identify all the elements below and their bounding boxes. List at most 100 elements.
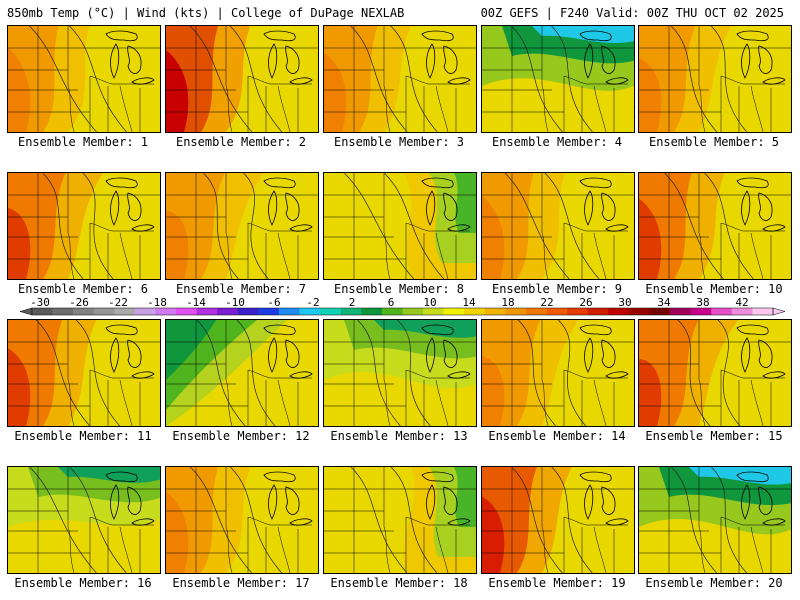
map-panel-member-15 — [638, 319, 792, 427]
colorbar-segment — [93, 308, 115, 315]
colorbar-right-arrow — [772, 307, 785, 316]
member-caption-8: Ensemble Member: 8 — [333, 282, 465, 296]
colorbar-segment — [237, 308, 259, 315]
colorbar-segment — [279, 308, 300, 315]
colorbar-tick-label: -10 — [225, 297, 245, 309]
colorbar-tick-label: 18 — [501, 297, 514, 309]
colorbar-segment — [73, 308, 95, 315]
colorbar-segment — [608, 308, 630, 315]
colorbar-segment — [690, 308, 712, 315]
member-caption-10: Ensemble Member: 10 — [645, 282, 783, 296]
colorbar-tick-label: -30 — [30, 297, 50, 309]
colorbar-segment — [670, 308, 691, 315]
colorbar-tick-label: 42 — [735, 297, 748, 309]
member-caption-3: Ensemble Member: 3 — [333, 135, 465, 149]
member-caption-14: Ensemble Member: 14 — [488, 429, 626, 443]
colorbar-tick-label: -26 — [69, 297, 89, 309]
map-panel-member-12 — [165, 319, 319, 427]
colorbar-tick-label: -2 — [306, 297, 319, 309]
colorbar-segment — [649, 308, 671, 315]
colorbar-left-arrow — [20, 307, 33, 316]
colorbar-segment — [320, 308, 342, 315]
map-panel-member-16 — [7, 466, 161, 574]
map-panel-member-11 — [7, 319, 161, 427]
member-caption-2: Ensemble Member: 2 — [175, 135, 307, 149]
map-panel-member-3 — [323, 25, 477, 133]
colorbar-segment — [731, 308, 753, 315]
map-panel-member-1 — [7, 25, 161, 133]
member-caption-12: Ensemble Member: 12 — [172, 429, 310, 443]
colorbar-segment — [402, 308, 424, 315]
colorbar-tick-label: 22 — [540, 297, 553, 309]
colorbar-tick-label: 10 — [423, 297, 436, 309]
colorbar-segment — [52, 308, 74, 315]
member-caption-18: Ensemble Member: 18 — [330, 576, 468, 590]
colorbar-segment — [32, 308, 53, 315]
colorbar-segment — [752, 308, 774, 315]
colorbar-segment — [505, 308, 527, 315]
colorbar-segment — [134, 308, 156, 315]
member-caption-16: Ensemble Member: 16 — [14, 576, 152, 590]
member-caption-1: Ensemble Member: 1 — [17, 135, 149, 149]
colorbar-segment — [423, 308, 444, 315]
map-panel-member-17 — [165, 466, 319, 574]
colorbar-tick-label: 2 — [349, 297, 356, 309]
map-panel-member-19 — [481, 466, 635, 574]
member-caption-15: Ensemble Member: 15 — [645, 429, 783, 443]
colorbar-segment — [114, 308, 136, 315]
member-caption-5: Ensemble Member: 5 — [648, 135, 780, 149]
colorbar-tick-label: -6 — [267, 297, 280, 309]
colorbar-segment — [258, 308, 280, 315]
member-caption-17: Ensemble Member: 17 — [172, 576, 310, 590]
member-caption-19: Ensemble Member: 19 — [488, 576, 626, 590]
colorbar-segment — [155, 308, 177, 315]
map-panel-member-20 — [638, 466, 792, 574]
colorbar-tick-label: 34 — [657, 297, 671, 309]
map-panel-member-10 — [638, 172, 792, 280]
colorbar-segment — [567, 308, 589, 315]
colorbar-segment — [361, 308, 383, 315]
colorbar-segment — [628, 308, 650, 315]
colorbar-segment — [464, 308, 486, 315]
colorbar-tick-label: -22 — [108, 297, 128, 309]
colorbar-tick-label: 26 — [579, 297, 592, 309]
map-panel-member-13 — [323, 319, 477, 427]
map-panel-member-2 — [165, 25, 319, 133]
map-panel-member-6 — [7, 172, 161, 280]
member-caption-6: Ensemble Member: 6 — [17, 282, 149, 296]
colorbar-tick-label: -18 — [147, 297, 167, 309]
map-panel-member-14 — [481, 319, 635, 427]
colorbar-segment — [711, 308, 733, 315]
member-caption-13: Ensemble Member: 13 — [330, 429, 468, 443]
colorbar-segment — [484, 308, 506, 315]
colorbar-segment — [381, 308, 403, 315]
header-left-title: 850mb Temp (°C) | Wind (kts) | College o… — [7, 6, 405, 20]
colorbar-segment — [299, 308, 321, 315]
colorbar-segment — [217, 308, 239, 315]
map-panel-member-8 — [323, 172, 477, 280]
colorbar-segment — [176, 308, 197, 315]
map-panel-member-9 — [481, 172, 635, 280]
colorbar-tick-label: 14 — [462, 297, 476, 309]
colorbar-segment — [196, 308, 218, 315]
colorbar-segment — [587, 308, 609, 315]
colorbar-tick-label: -14 — [186, 297, 206, 309]
colorbar-segment — [443, 308, 465, 315]
member-caption-9: Ensemble Member: 9 — [491, 282, 623, 296]
map-panel-member-4 — [481, 25, 635, 133]
map-panel-member-5 — [638, 25, 792, 133]
member-caption-4: Ensemble Member: 4 — [491, 135, 623, 149]
map-panel-member-7 — [165, 172, 319, 280]
colorbar-segment — [526, 308, 547, 315]
member-caption-11: Ensemble Member: 11 — [14, 429, 152, 443]
header-right-title: 00Z GEFS | F240 Valid: 00Z THU OCT 02 20… — [480, 6, 784, 20]
temperature-colorbar: -30 -26 -22 -18 -14 -10 -6 -2 2 6 10 14 18 22 26 30 34 38… — [20, 297, 785, 316]
colorbar-tick-label: 30 — [618, 297, 631, 309]
colorbar-tick-label: 38 — [696, 297, 709, 309]
map-panel-member-18 — [323, 466, 477, 574]
colorbar-segment — [546, 308, 568, 315]
member-caption-20: Ensemble Member: 20 — [645, 576, 783, 590]
colorbar-tick-label: 6 — [388, 297, 395, 309]
colorbar-segment — [340, 308, 362, 315]
member-caption-7: Ensemble Member: 7 — [175, 282, 307, 296]
